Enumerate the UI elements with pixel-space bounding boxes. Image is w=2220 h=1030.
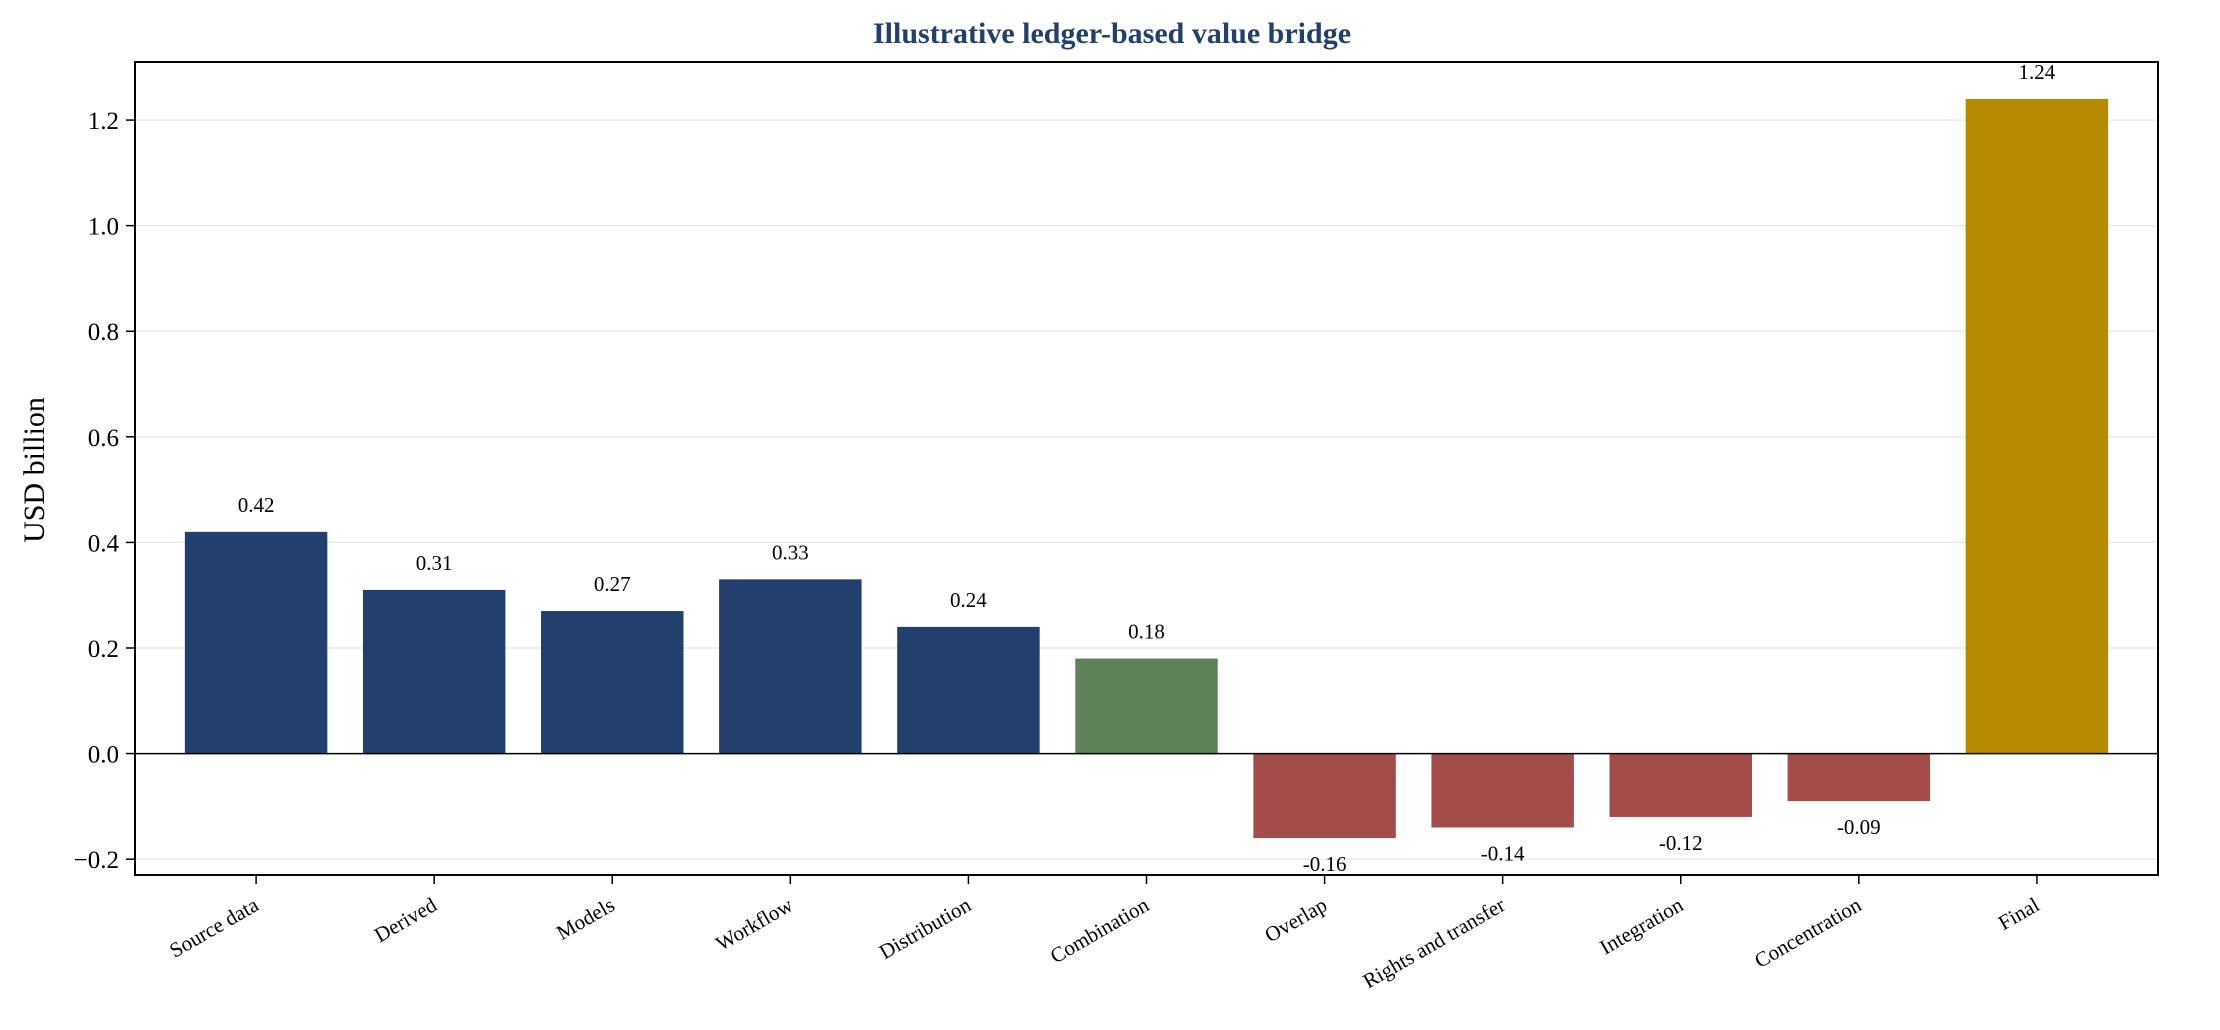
bar xyxy=(541,611,684,754)
x-tick-label: Source data xyxy=(165,892,263,962)
y-tick-label: 1.0 xyxy=(88,214,119,241)
x-tick-label: Derived xyxy=(370,892,441,947)
y-tick-label: 0.8 xyxy=(88,319,119,346)
data-label: 1.24 xyxy=(2019,60,2056,84)
y-ticks: −0.2 0.0 0.2 0.4 0.6 0.8 1.0 1.2 xyxy=(74,108,135,874)
data-label: 0.42 xyxy=(238,493,275,517)
bar xyxy=(1965,98,2109,754)
x-tick-label: Final xyxy=(1994,892,2044,934)
bars xyxy=(184,98,2109,839)
x-ticks: Source data Derived Models Workflow Distribu… xyxy=(165,875,2044,994)
y-tick-label: 1.2 xyxy=(88,108,119,135)
data-label: -0.14 xyxy=(1481,841,1525,865)
chart-title: Illustrative ledger-based value bridge xyxy=(873,17,1351,50)
x-tick-label: Rights and transfer xyxy=(1359,893,1509,994)
bar xyxy=(1075,658,1218,754)
data-label: -0.12 xyxy=(1659,831,1703,855)
data-label: 0.18 xyxy=(1128,620,1165,644)
data-label: 0.31 xyxy=(416,551,453,575)
y-tick-label: 0.4 xyxy=(88,530,120,557)
bar xyxy=(897,626,1040,754)
x-tick-label: Models xyxy=(552,893,619,945)
x-tick-label: Workflow xyxy=(712,892,798,956)
x-tick-label: Combination xyxy=(1046,892,1153,968)
data-label: 0.33 xyxy=(772,540,809,564)
y-tick-label: 0.2 xyxy=(88,636,119,663)
y-axis-label: USD billion xyxy=(18,397,51,543)
data-label: -0.09 xyxy=(1837,815,1881,839)
data-label: 0.27 xyxy=(594,572,631,596)
y-tick-label: 0.0 xyxy=(88,742,119,769)
data-label: 0.24 xyxy=(950,588,987,612)
bar xyxy=(719,579,862,754)
bar xyxy=(184,531,328,754)
x-tick-label: Integration xyxy=(1595,892,1687,959)
bar xyxy=(1609,753,1752,817)
x-tick-label: Distribution xyxy=(875,892,975,964)
data-label: -0.16 xyxy=(1303,852,1347,876)
bar xyxy=(362,589,506,754)
x-tick-label: Overlap xyxy=(1261,893,1332,948)
bar xyxy=(1787,753,1931,802)
y-tick-label: −0.2 xyxy=(74,847,119,874)
bar xyxy=(1431,753,1574,828)
bar xyxy=(1253,753,1396,839)
data-labels: 0.42 0.31 0.27 0.33 0.24 0.18 -0.16 -0.14 -0.12 -… xyxy=(238,60,2056,876)
x-tick-label: Concentration xyxy=(1750,892,1865,973)
y-tick-label: 0.6 xyxy=(88,425,119,452)
